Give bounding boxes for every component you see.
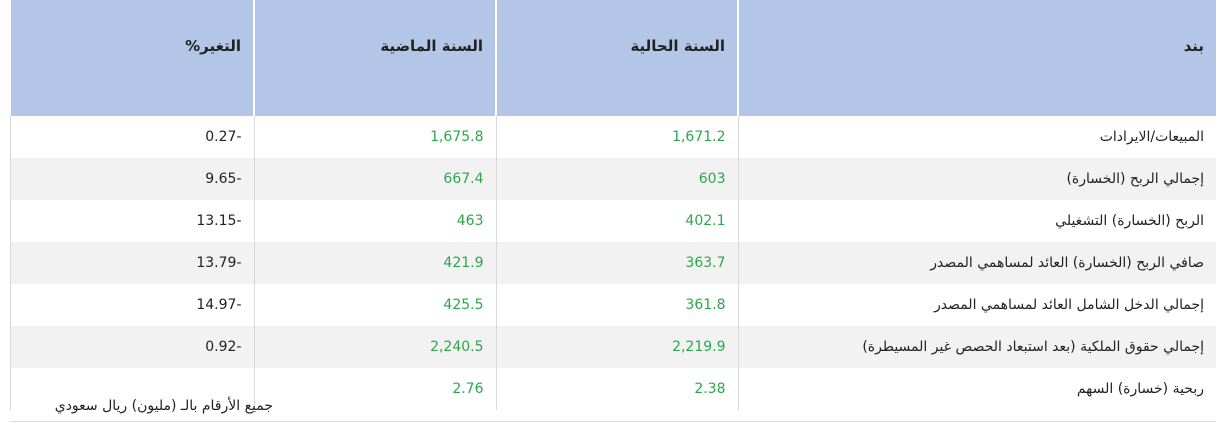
change-value: 13.15- — [196, 213, 242, 229]
change-cell: 14.97- — [9, 284, 254, 326]
value-cell: 361.8 — [495, 284, 738, 326]
item-cell: إجمالي الدخل الشامل العائد لمساهمي المصد… — [737, 284, 1216, 326]
table-container: بند السنة الحالية السنة الماضية التغير% الم… — [9, 0, 1216, 410]
value-cell: 2,240.5 — [253, 326, 496, 368]
column-header: بند — [737, 0, 1216, 116]
header-row: بند السنة الحالية السنة الماضية التغير% — [9, 0, 1216, 116]
change-cell: 0.92- — [9, 326, 254, 368]
table-row: ربحية (خسارة) السهم 2.38 2.76 — [9, 368, 1216, 410]
value-cell: 425.5 — [253, 284, 496, 326]
table-row: صافي الربح (الخسارة) العائد لمساهمي المص… — [9, 242, 1216, 284]
change-value: 13.79- — [196, 255, 242, 271]
item-cell: ربحية (خسارة) السهم — [737, 368, 1216, 410]
value-cell: 363.7 — [495, 242, 738, 284]
change-value: 14.97- — [196, 297, 242, 313]
change-cell: 13.79- — [9, 242, 254, 284]
table-row: الربح (الخسارة) التشغيلي 402.1 463 13.15- — [9, 200, 1216, 242]
table-row: إجمالي الربح (الخسارة) 603 667.4 9.65- — [9, 158, 1216, 200]
financial-table: بند السنة الحالية السنة الماضية التغير% الم… — [9, 0, 1216, 410]
table-body: المبيعات/الايرادات 1,671.2 1,675.8 0.27- إجم… — [9, 116, 1216, 410]
change-cell: 0.27- — [9, 116, 254, 158]
value-cell: 2.76 — [253, 368, 496, 410]
value-cell: 603 — [495, 158, 738, 200]
column-header: السنة الحالية — [495, 0, 738, 116]
value-cell: 667.4 — [253, 158, 496, 200]
item-cell: المبيعات/الايرادات — [737, 116, 1216, 158]
bottom-rule — [10, 421, 1216, 422]
item-cell: إجمالي حقوق الملكية (بعد استبعاد الحصص غ… — [737, 326, 1216, 368]
value-cell: 2,219.9 — [495, 326, 738, 368]
value-cell: 421.9 — [253, 242, 496, 284]
value-cell: 1,675.8 — [253, 116, 496, 158]
footnote: جميع الأرقام بالـ (مليون) ريال سعودي — [54, 398, 273, 414]
change-value: 0.92- — [205, 339, 242, 355]
change-cell: 9.65- — [9, 158, 254, 200]
change-value: 0.27- — [205, 129, 242, 145]
item-cell: صافي الربح (الخسارة) العائد لمساهمي المص… — [737, 242, 1216, 284]
change-cell: 13.15- — [9, 200, 254, 242]
table-row: إجمالي الدخل الشامل العائد لمساهمي المصد… — [9, 284, 1216, 326]
column-header: التغير% — [9, 0, 254, 116]
table-row: المبيعات/الايرادات 1,671.2 1,675.8 0.27- — [9, 116, 1216, 158]
item-cell: الربح (الخسارة) التشغيلي — [737, 200, 1216, 242]
column-header: السنة الماضية — [253, 0, 496, 116]
value-cell: 402.1 — [495, 200, 738, 242]
value-cell: 2.38 — [495, 368, 738, 410]
value-cell: 1,671.2 — [495, 116, 738, 158]
value-cell: 463 — [253, 200, 496, 242]
change-cell — [9, 368, 254, 410]
change-value: 9.65- — [205, 171, 242, 187]
item-cell: إجمالي الربح (الخسارة) — [737, 158, 1216, 200]
table-row: إجمالي حقوق الملكية (بعد استبعاد الحصص غ… — [9, 326, 1216, 368]
